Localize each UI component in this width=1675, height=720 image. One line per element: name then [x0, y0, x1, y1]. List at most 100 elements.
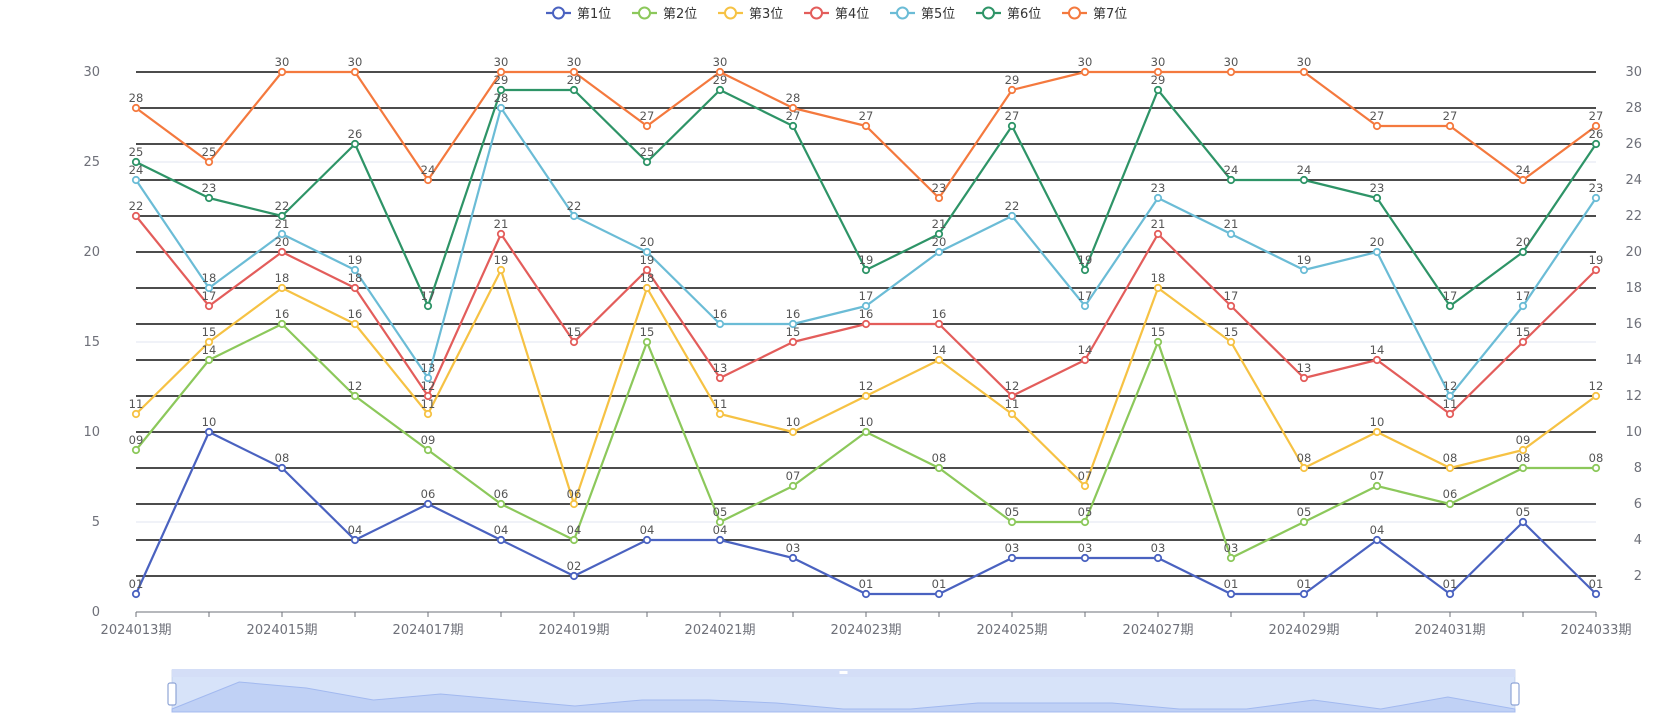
data-point[interactable]: [1445, 499, 1455, 509]
data-point[interactable]: [496, 535, 506, 545]
data-point[interactable]: [934, 355, 944, 365]
data-point[interactable]: [1080, 553, 1090, 563]
data-point[interactable]: [861, 319, 871, 329]
data-point[interactable]: [1226, 301, 1236, 311]
data-point[interactable]: [423, 445, 433, 455]
data-point[interactable]: [204, 283, 214, 293]
data-point[interactable]: [1518, 337, 1528, 347]
data-point[interactable]: [1518, 301, 1528, 311]
data-point[interactable]: [1591, 265, 1601, 275]
data-point[interactable]: [277, 247, 287, 257]
data-point[interactable]: [496, 67, 506, 77]
data-point[interactable]: [1299, 373, 1309, 383]
data-point[interactable]: [496, 499, 506, 509]
data-point[interactable]: [1007, 121, 1017, 131]
data-point[interactable]: [204, 301, 214, 311]
data-point[interactable]: [350, 265, 360, 275]
data-point[interactable]: [715, 319, 725, 329]
data-point[interactable]: [277, 283, 287, 293]
data-point[interactable]: [934, 193, 944, 203]
data-point[interactable]: [569, 571, 579, 581]
data-point[interactable]: [1153, 85, 1163, 95]
data-point[interactable]: [1591, 121, 1601, 131]
data-point[interactable]: [934, 463, 944, 473]
data-point[interactable]: [1007, 85, 1017, 95]
data-point[interactable]: [204, 427, 214, 437]
data-point[interactable]: [788, 103, 798, 113]
data-point[interactable]: [1299, 517, 1309, 527]
data-point[interactable]: [1445, 301, 1455, 311]
data-point[interactable]: [569, 499, 579, 509]
data-point[interactable]: [496, 229, 506, 239]
data-point[interactable]: [1299, 67, 1309, 77]
data-point[interactable]: [715, 409, 725, 419]
data-point[interactable]: [1226, 175, 1236, 185]
data-point[interactable]: [569, 67, 579, 77]
data-point[interactable]: [1372, 427, 1382, 437]
legend-item[interactable]: 第7位: [1062, 6, 1127, 22]
data-point[interactable]: [934, 319, 944, 329]
data-point[interactable]: [131, 589, 141, 599]
data-point[interactable]: [423, 175, 433, 185]
data-point[interactable]: [423, 391, 433, 401]
data-point[interactable]: [642, 535, 652, 545]
data-point[interactable]: [1153, 67, 1163, 77]
data-point[interactable]: [1080, 67, 1090, 77]
data-point[interactable]: [1445, 391, 1455, 401]
data-point[interactable]: [715, 67, 725, 77]
data-zoom-right-handle[interactable]: [1510, 682, 1520, 706]
data-point[interactable]: [1299, 175, 1309, 185]
data-point[interactable]: [861, 427, 871, 437]
data-point[interactable]: [1445, 463, 1455, 473]
data-point[interactable]: [1591, 589, 1601, 599]
data-point[interactable]: [1080, 517, 1090, 527]
data-point[interactable]: [350, 535, 360, 545]
data-point[interactable]: [861, 301, 871, 311]
legend[interactable]: 第1位 第2位 第3位 第4位 第5位 第6位 第7位: [546, 6, 1127, 22]
data-point[interactable]: [788, 337, 798, 347]
data-point[interactable]: [131, 157, 141, 167]
data-point[interactable]: [1007, 553, 1017, 563]
data-point[interactable]: [861, 589, 871, 599]
data-zoom-left-handle[interactable]: [167, 682, 177, 706]
data-point[interactable]: [642, 337, 652, 347]
data-point[interactable]: [350, 391, 360, 401]
data-point[interactable]: [204, 193, 214, 203]
data-point[interactable]: [1372, 193, 1382, 203]
data-point[interactable]: [277, 67, 287, 77]
data-point[interactable]: [1591, 463, 1601, 473]
data-point[interactable]: [1080, 301, 1090, 311]
data-point[interactable]: [1518, 247, 1528, 257]
data-point[interactable]: [423, 373, 433, 383]
legend-item[interactable]: 第3位: [718, 6, 783, 22]
data-point[interactable]: [204, 355, 214, 365]
data-point[interactable]: [1372, 247, 1382, 257]
data-point[interactable]: [642, 247, 652, 257]
legend-item[interactable]: 第5位: [890, 6, 955, 22]
data-point[interactable]: [1591, 193, 1601, 203]
data-point[interactable]: [1445, 121, 1455, 131]
data-point[interactable]: [277, 463, 287, 473]
data-point[interactable]: [423, 499, 433, 509]
data-point[interactable]: [569, 337, 579, 347]
data-point[interactable]: [277, 229, 287, 239]
data-point[interactable]: [1226, 229, 1236, 239]
data-point[interactable]: [934, 247, 944, 257]
data-point[interactable]: [642, 157, 652, 167]
data-point[interactable]: [1372, 355, 1382, 365]
data-point[interactable]: [642, 265, 652, 275]
data-point[interactable]: [496, 103, 506, 113]
data-point[interactable]: [861, 391, 871, 401]
data-point[interactable]: [1299, 463, 1309, 473]
data-point[interactable]: [131, 103, 141, 113]
data-point[interactable]: [350, 283, 360, 293]
data-point[interactable]: [1226, 337, 1236, 347]
data-point[interactable]: [1299, 589, 1309, 599]
data-zoom-slider[interactable]: [167, 669, 1520, 713]
data-point[interactable]: [1153, 229, 1163, 239]
data-point[interactable]: [1372, 535, 1382, 545]
data-point[interactable]: [1007, 211, 1017, 221]
data-point[interactable]: [861, 121, 871, 131]
legend-item[interactable]: 第1位: [546, 6, 611, 22]
data-point[interactable]: [496, 85, 506, 95]
